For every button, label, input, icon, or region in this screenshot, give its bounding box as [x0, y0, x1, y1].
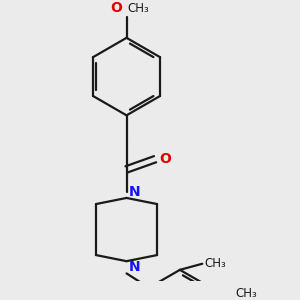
Text: O: O [111, 2, 122, 15]
Text: N: N [129, 260, 140, 274]
Text: O: O [159, 152, 171, 166]
Text: CH₃: CH₃ [235, 287, 257, 300]
Text: N: N [129, 185, 140, 199]
Text: CH₃: CH₃ [204, 257, 226, 270]
Text: CH₃: CH₃ [128, 2, 149, 15]
